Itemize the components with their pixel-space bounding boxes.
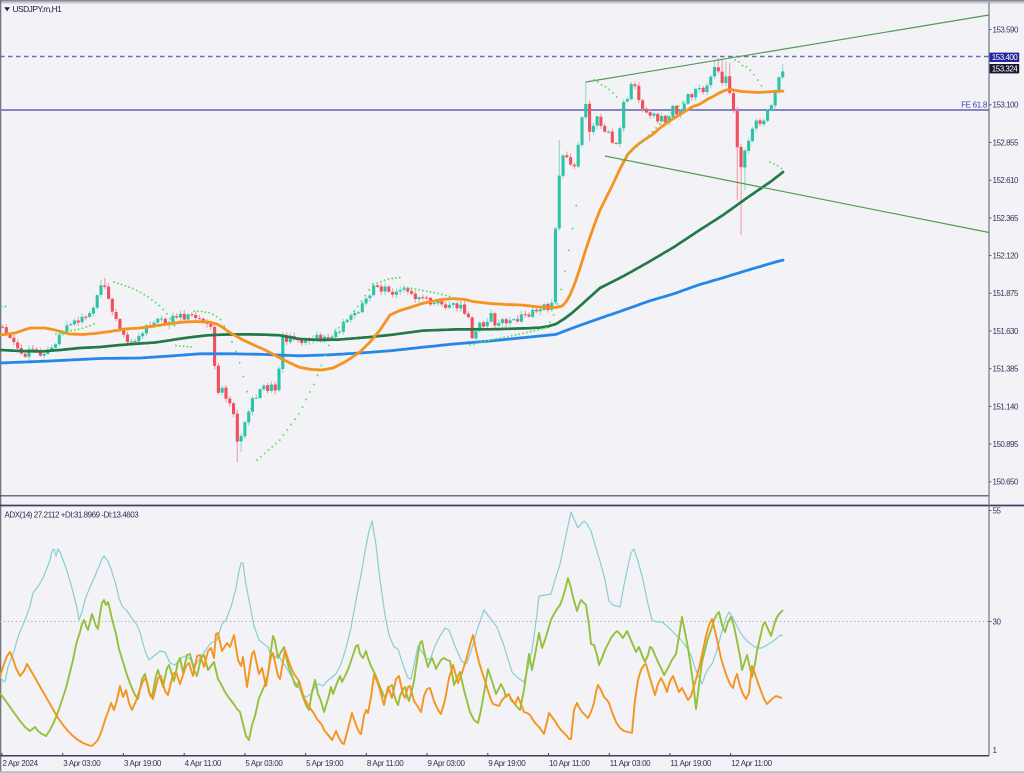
svg-text:55: 55 [993, 507, 1002, 516]
svg-text:12 Apr 11:00: 12 Apr 11:00 [731, 759, 772, 768]
svg-text:153.100: 153.100 [993, 101, 1019, 110]
svg-text:FE 61.8: FE 61.8 [961, 100, 988, 109]
svg-text:5 Apr 03:00: 5 Apr 03:00 [245, 759, 283, 768]
svg-text:11 Apr 03:00: 11 Apr 03:00 [610, 759, 651, 768]
svg-text:10 Apr 11:00: 10 Apr 11:00 [549, 759, 590, 768]
svg-text:152.365: 152.365 [993, 214, 1019, 223]
svg-text:153.590: 153.590 [993, 25, 1019, 34]
svg-text:150.895: 150.895 [993, 440, 1019, 449]
svg-text:151.630: 151.630 [993, 327, 1019, 336]
svg-text:3 Apr 19:00: 3 Apr 19:00 [124, 759, 162, 768]
svg-text:152.120: 152.120 [993, 252, 1019, 261]
svg-text:4 Apr 11:00: 4 Apr 11:00 [185, 759, 222, 768]
svg-text:151.875: 151.875 [993, 289, 1019, 298]
svg-text:150.650: 150.650 [993, 478, 1019, 487]
svg-text:151.385: 151.385 [993, 365, 1019, 374]
svg-text:8 Apr 11:00: 8 Apr 11:00 [367, 759, 404, 768]
svg-text:9 Apr 03:00: 9 Apr 03:00 [428, 759, 466, 768]
svg-text:30: 30 [993, 618, 1002, 627]
svg-text:151.140: 151.140 [993, 402, 1019, 411]
svg-text:153.400: 153.400 [992, 53, 1018, 62]
svg-text:USDJPY.m,H1: USDJPY.m,H1 [13, 4, 63, 14]
svg-text:152.855: 152.855 [993, 138, 1019, 147]
svg-text:3 Apr 03:00: 3 Apr 03:00 [63, 759, 101, 768]
svg-text:1: 1 [993, 746, 998, 755]
svg-text:11 Apr 19:00: 11 Apr 19:00 [670, 759, 711, 768]
svg-text:5 Apr 19:00: 5 Apr 19:00 [306, 759, 344, 768]
svg-text:152.610: 152.610 [993, 176, 1019, 185]
svg-text:9 Apr 19:00: 9 Apr 19:00 [488, 759, 526, 768]
svg-text:2 Apr 2024: 2 Apr 2024 [3, 759, 39, 768]
svg-text:ADX(14) 27.2112 +DI:31.8969 -D: ADX(14) 27.2112 +DI:31.8969 -DI:13.4603 [5, 511, 140, 520]
svg-text:153.324: 153.324 [992, 65, 1018, 74]
